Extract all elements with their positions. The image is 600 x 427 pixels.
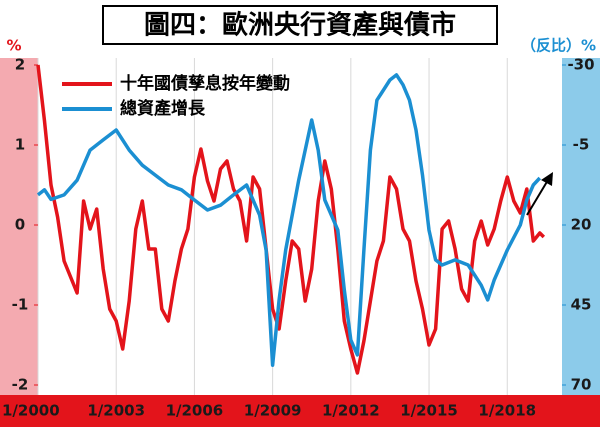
y-axis-label: % (6, 37, 21, 55)
y-tick-label: -1 (12, 296, 29, 314)
arrow (526, 179, 549, 216)
x-tick-label: 1/2009 (244, 402, 302, 420)
right-axis-band (562, 58, 600, 395)
y2-tick-label: 70 (571, 376, 592, 394)
arrow-head (541, 172, 553, 186)
y2-tick-label: 45 (571, 296, 592, 314)
title-box (102, 5, 498, 45)
x-axis-band (0, 395, 600, 427)
y2-tick-label: -30 (567, 56, 594, 74)
x-tick-label: 1/2003 (87, 402, 145, 420)
y2-tick-label: 20 (571, 216, 592, 234)
x-tick-label: 1/2000 (2, 402, 60, 420)
left-axis-band (0, 58, 38, 395)
y-tick-label: 2 (15, 56, 25, 74)
legend-label: 總資產增長 (120, 98, 206, 119)
y2-axis-label: （反比）% (521, 37, 596, 55)
x-tick-label: 1/2015 (400, 402, 458, 420)
x-tick-label: 1/2006 (166, 402, 224, 420)
x-tick-label: 1/2012 (322, 402, 380, 420)
series-line (36, 64, 546, 375)
chart-title: 圖四：歐洲央行資產與債市 (144, 10, 456, 41)
x-tick-label: 1/2018 (478, 402, 536, 420)
y-tick-label: 0 (15, 216, 25, 234)
y-tick-label: 1 (15, 136, 25, 154)
y-tick-label: -2 (12, 376, 29, 394)
y2-tick-label: -5 (573, 136, 590, 154)
series-line (36, 73, 542, 367)
legend-label: 十年國債孳息按年變動 (120, 73, 290, 94)
plot-area (34, 58, 566, 395)
